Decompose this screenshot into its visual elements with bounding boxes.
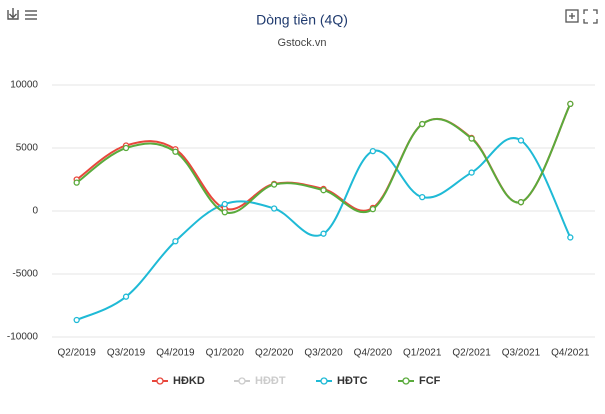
- x-tick-label: Q1/2020: [206, 348, 245, 359]
- legend-item[interactable]: HĐKD: [152, 375, 205, 387]
- data-point: [270, 181, 278, 188]
- download-icon[interactable]: [7, 8, 19, 20]
- legend-item[interactable]: HĐĐT: [234, 375, 286, 387]
- chart-subtitle: Gstock.vn: [278, 37, 327, 49]
- data-point: [73, 179, 80, 186]
- y-tick-label: 10000: [10, 80, 38, 91]
- x-tick-label: Q2/2021: [452, 348, 491, 359]
- chart-title: Dòng tiền (4Q): [256, 12, 348, 28]
- data-point: [320, 230, 327, 237]
- series-line: [76, 103, 572, 212]
- data-point: [419, 120, 426, 128]
- data-point: [567, 100, 574, 108]
- data-point: [320, 187, 327, 194]
- legend-marker: [402, 377, 410, 385]
- data-point: [517, 199, 525, 206]
- expand-icon[interactable]: [583, 9, 598, 24]
- legend-label: HĐTC: [337, 375, 368, 387]
- data-point: [172, 238, 179, 245]
- data-point: [221, 209, 228, 216]
- x-tick-label: Q4/2019: [156, 348, 195, 359]
- series-line: [76, 103, 572, 214]
- series-line: [76, 137, 572, 321]
- data-point: [122, 293, 130, 300]
- y-tick-label: -5000: [12, 269, 38, 280]
- data-point: [73, 316, 80, 324]
- legend-marker: [320, 377, 328, 385]
- x-tick-label: Q3/2019: [107, 348, 146, 359]
- data-point: [270, 205, 278, 212]
- y-tick-label: -10000: [7, 332, 39, 343]
- add-icon[interactable]: [565, 9, 579, 23]
- x-tick-label: Q2/2019: [57, 348, 96, 359]
- x-tick-label: Q4/2021: [551, 348, 590, 359]
- y-tick-label: 0: [32, 206, 38, 217]
- legend-item[interactable]: FCF: [398, 375, 441, 387]
- legend-label: FCF: [419, 375, 441, 387]
- x-tick-label: Q1/2021: [403, 348, 442, 359]
- data-point: [369, 205, 377, 213]
- data-point: [172, 148, 179, 155]
- data-point: [468, 169, 475, 176]
- legend-label: HĐĐT: [255, 375, 286, 387]
- data-point: [517, 137, 525, 144]
- data-point: [468, 135, 475, 142]
- x-tick-label: Q3/2020: [304, 348, 343, 359]
- data-point: [567, 234, 574, 241]
- legend-marker: [238, 377, 246, 385]
- data-point: [369, 147, 377, 155]
- legend-item[interactable]: HĐTC: [316, 375, 368, 387]
- x-tick-label: Q3/2021: [502, 348, 541, 359]
- legend-marker: [156, 377, 164, 385]
- x-tick-label: Q2/2020: [255, 348, 294, 359]
- menu-icon[interactable]: [25, 10, 37, 20]
- data-point: [122, 144, 130, 152]
- legend-label: HĐKD: [173, 375, 205, 387]
- x-tick-label: Q4/2020: [354, 348, 393, 359]
- data-point: [221, 200, 228, 208]
- data-point: [419, 193, 426, 201]
- y-tick-label: 5000: [16, 143, 39, 154]
